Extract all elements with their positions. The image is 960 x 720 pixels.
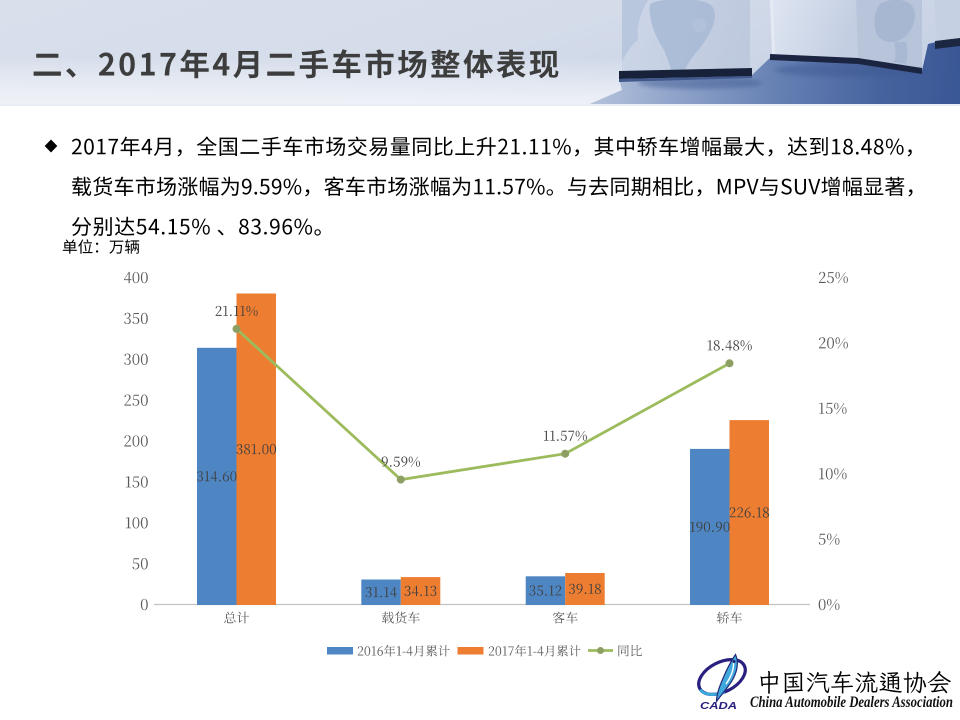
svg-text:CADA: CADA (700, 700, 737, 712)
svg-text:China Automobile Dealers Assoc: China Automobile Dealers Association (750, 694, 953, 711)
